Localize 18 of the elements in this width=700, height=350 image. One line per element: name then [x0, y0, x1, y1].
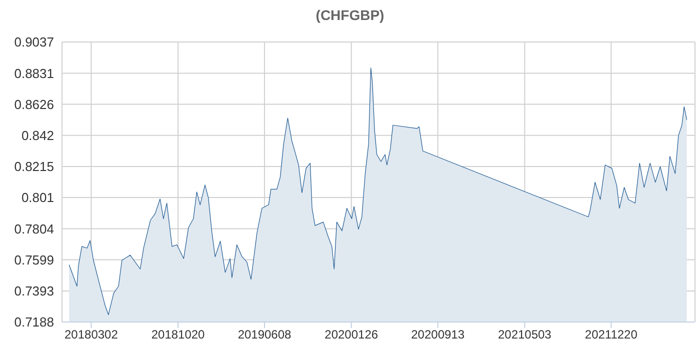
y-tick-label: 0.8626	[14, 96, 54, 112]
y-tick-label: 0.7599	[14, 252, 54, 268]
x-tick-label: 20180302	[64, 328, 118, 342]
x-tick-label: 20200126	[324, 328, 378, 342]
chart-title: (CHFGBP)	[314, 6, 386, 25]
x-tick-label: 20190608	[238, 328, 292, 342]
y-tick-label: 0.8831	[14, 66, 54, 81]
y-tick-label: 0.801	[21, 190, 54, 206]
x-tick-label: 20211220	[584, 328, 638, 342]
x-tick-label: 20181020	[151, 328, 206, 342]
y-tick-label: 0.7393	[14, 284, 54, 299]
x-tick-label: 20200913	[411, 328, 465, 342]
y-tick-label: 0.7804	[14, 221, 54, 236]
y-tick-label: 0.8215	[14, 159, 54, 174]
y-tick-label: 0.842	[21, 128, 54, 144]
x-tick-label: 20210503	[498, 328, 552, 342]
y-tick-label: 0.7188	[14, 314, 54, 330]
y-tick-label: 0.9037	[14, 34, 54, 50]
